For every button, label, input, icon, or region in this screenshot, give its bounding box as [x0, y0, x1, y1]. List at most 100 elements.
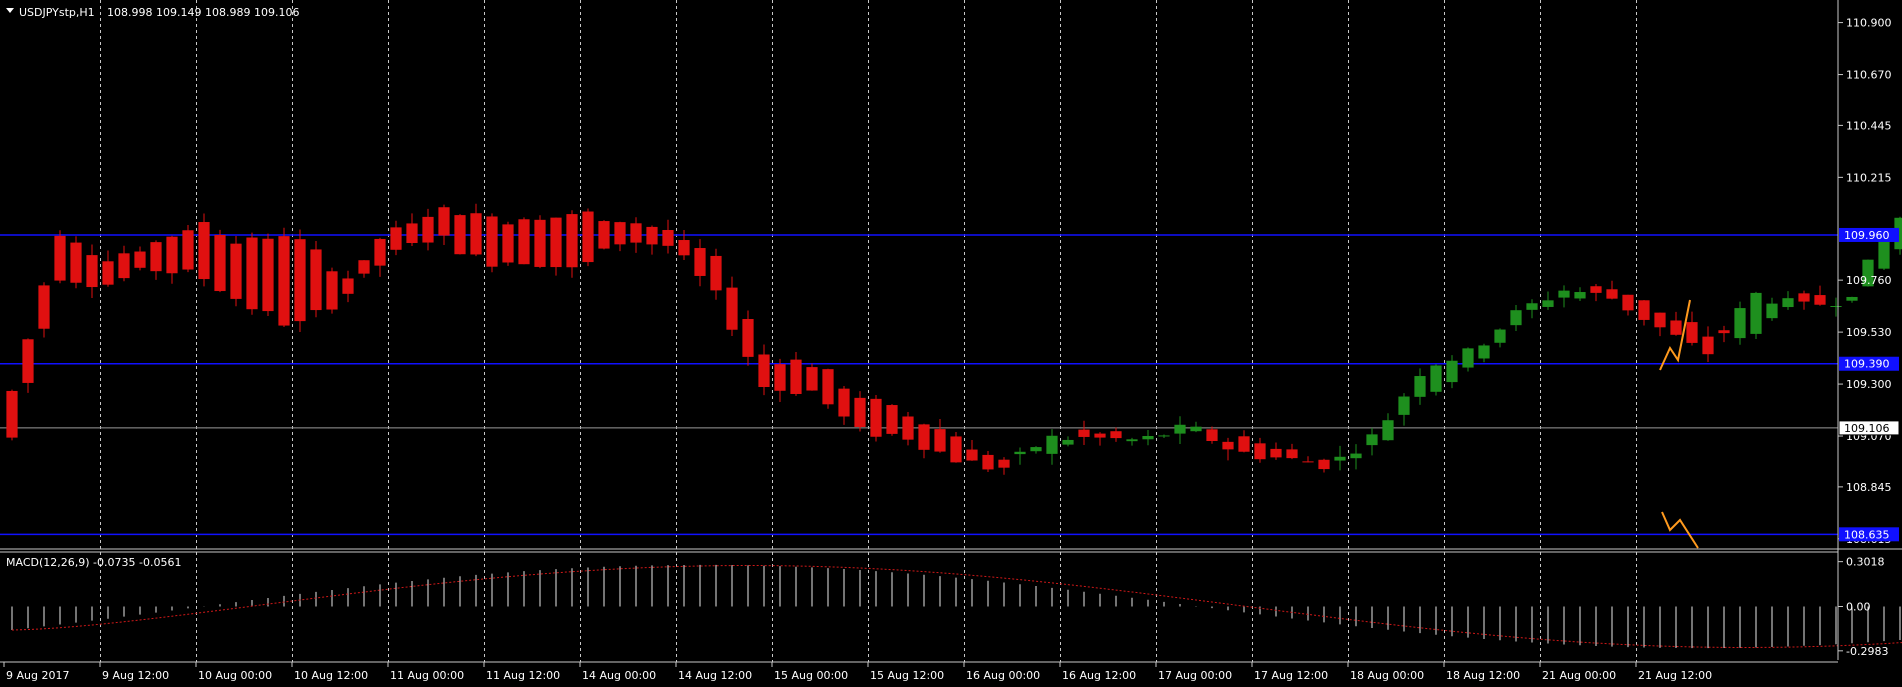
candle-body	[342, 278, 354, 294]
level-price-box	[1839, 527, 1899, 542]
candle-body	[1430, 365, 1442, 392]
candle-body	[22, 339, 34, 383]
candle-body	[774, 364, 786, 391]
macd-tick-label: 0.00	[1846, 601, 1871, 614]
candle-body	[70, 242, 82, 283]
macd-panel	[11, 564, 1902, 649]
candle-body	[1318, 459, 1330, 470]
projection-arrows	[1659, 299, 1699, 549]
price-tick-label: 109.760	[1846, 274, 1892, 287]
candle-body	[1446, 360, 1458, 383]
candle-body	[1222, 441, 1234, 450]
candle-body	[1462, 348, 1474, 368]
candle-body	[662, 230, 674, 246]
candle-body	[1654, 312, 1666, 328]
time-label: 21 Aug 00:00	[1542, 669, 1616, 682]
candle-body	[1126, 439, 1138, 442]
candle-body	[246, 237, 258, 310]
price-tick-label: 109.300	[1846, 378, 1892, 391]
candle-body	[406, 223, 418, 244]
candle-body	[902, 416, 914, 440]
time-label: 9 Aug 12:00	[102, 669, 169, 682]
candle-body	[54, 235, 66, 281]
candle-body	[1702, 336, 1714, 355]
current-price-box	[1838, 420, 1900, 436]
level-price-box	[1839, 227, 1899, 242]
candle-body	[870, 398, 882, 437]
candle-body	[742, 319, 754, 357]
vertical-grid	[100, 0, 1637, 662]
candle-body	[454, 215, 466, 255]
macd-tick-label: 0.3018	[1846, 556, 1885, 569]
candle-body	[998, 459, 1010, 468]
candle-body	[214, 234, 226, 292]
candle-body	[1590, 286, 1602, 293]
candle-body	[102, 261, 114, 285]
time-label: 11 Aug 00:00	[390, 669, 464, 682]
candle-body	[1782, 298, 1794, 308]
candle-body	[838, 388, 850, 417]
triangle-down-icon[interactable]	[6, 8, 14, 13]
price-tick-label: 108.845	[1846, 481, 1892, 494]
level-price-label: 109.390	[1844, 358, 1890, 371]
candles	[6, 203, 1902, 475]
candle-body	[550, 217, 562, 268]
candle-body	[646, 226, 658, 245]
time-label: 10 Aug 12:00	[294, 669, 368, 682]
candle-body	[1478, 345, 1490, 359]
candle-body	[1398, 396, 1410, 415]
candle-body	[6, 390, 18, 438]
time-label: 15 Aug 12:00	[870, 669, 944, 682]
candle-body	[582, 211, 594, 263]
candle-body	[1830, 305, 1842, 307]
candle-body	[1078, 429, 1090, 437]
candle-body	[502, 224, 514, 263]
candle-body	[1334, 456, 1346, 461]
candle-body	[1766, 303, 1778, 319]
candle-body	[1878, 238, 1890, 269]
candle-body	[278, 236, 290, 326]
candle-body	[310, 249, 322, 311]
candle-body	[1638, 300, 1650, 320]
candle-body	[438, 207, 450, 236]
candle-body	[1622, 294, 1634, 311]
arrow-up	[1659, 299, 1691, 371]
candle-body	[1238, 436, 1250, 452]
candle-body	[886, 405, 898, 434]
candle-body	[358, 260, 370, 274]
candle-body	[1814, 295, 1826, 305]
candle-body	[1414, 376, 1426, 397]
candle-body	[694, 248, 706, 276]
candle-body	[198, 222, 210, 280]
candle-body	[1510, 310, 1522, 326]
candle-body	[118, 253, 130, 279]
candle-body	[182, 230, 194, 270]
candle-body	[1110, 431, 1122, 439]
candle-body	[950, 436, 962, 463]
candle-body	[134, 251, 146, 268]
candle-body	[1846, 296, 1858, 301]
time-label: 17 Aug 12:00	[1254, 669, 1328, 682]
candle-body	[1494, 329, 1506, 343]
price-tick-label: 110.670	[1846, 69, 1892, 82]
time-label: 14 Aug 12:00	[678, 669, 752, 682]
level-price-box	[1839, 356, 1899, 371]
candle-body	[1190, 426, 1202, 432]
candle-body	[1750, 292, 1762, 334]
candle-body	[1174, 424, 1186, 434]
macd-label: MACD(12,26,9) -0.0735 -0.0561	[6, 556, 181, 569]
candle-body	[38, 285, 50, 329]
time-label: 15 Aug 00:00	[774, 669, 848, 682]
time-label: 9 Aug 2017	[6, 669, 69, 682]
candle-body	[1158, 435, 1170, 437]
candle-body	[1526, 303, 1538, 310]
candle-body	[822, 369, 834, 405]
candle-body	[678, 240, 690, 256]
candle-body	[470, 213, 482, 255]
candle-body	[1558, 290, 1570, 298]
macd-axis: 0.3018 0.00 -0.2983	[1838, 556, 1888, 658]
candle-body	[166, 236, 178, 274]
candle-body	[982, 454, 994, 470]
